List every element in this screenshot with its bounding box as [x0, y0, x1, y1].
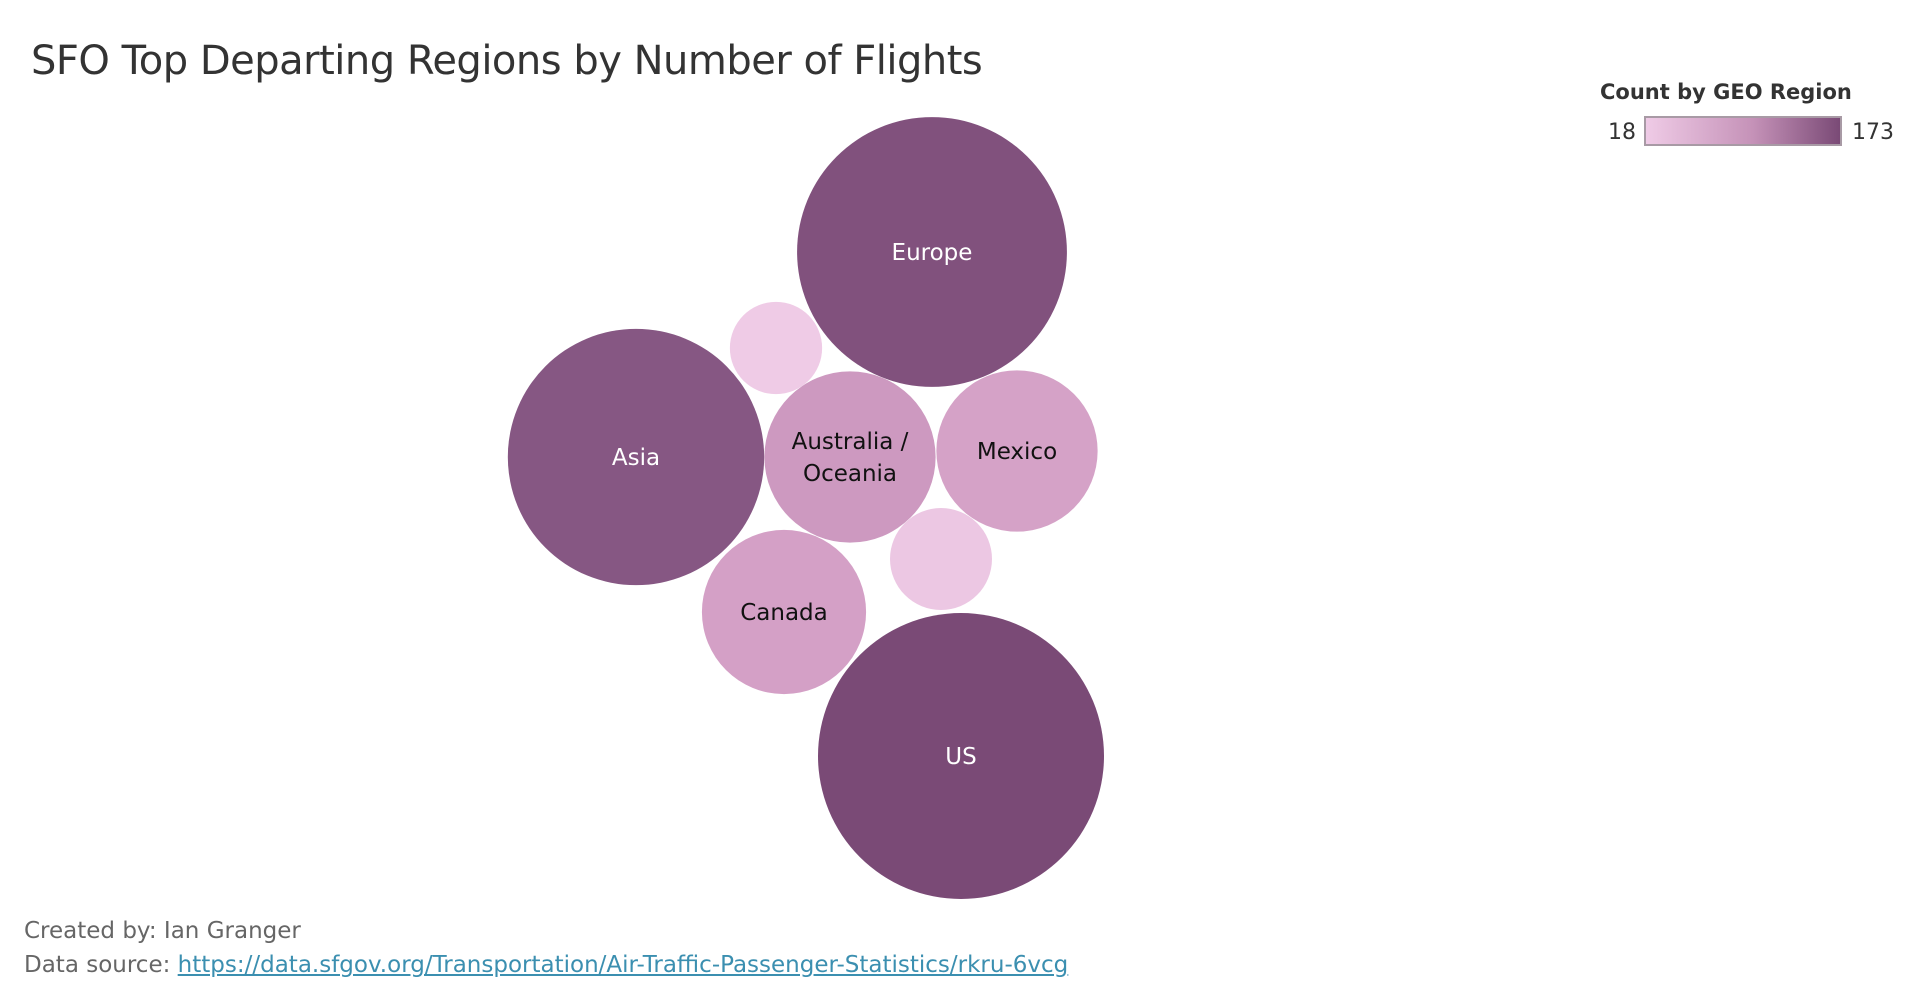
legend-max-label: 173: [1852, 120, 1894, 145]
bubble-unlabeled-7[interactable]: [890, 508, 992, 610]
bubble-europe[interactable]: [797, 117, 1067, 387]
bubble-us[interactable]: [818, 613, 1104, 899]
created-by-text: Created by: Ian Granger: [24, 918, 301, 944]
bubble-label-asia: Asia: [612, 445, 660, 471]
data-source-link[interactable]: https://data.sfgov.org/Transportation/Ai…: [177, 952, 1069, 978]
bubble-unlabeled-6[interactable]: [729, 301, 823, 395]
legend-title: Count by GEO Region: [1600, 80, 1852, 104]
bubble-label-us: US: [945, 744, 976, 770]
data-source-line: Data source: https://data.sfgov.org/Tran…: [24, 952, 1068, 978]
legend-gradient-bar: [1644, 116, 1842, 146]
chart-title: SFO Top Departing Regions by Number of F…: [31, 38, 983, 84]
legend-min-label: 18: [1608, 120, 1636, 145]
data-source-prefix: Data source:: [24, 952, 178, 978]
bubble-canada[interactable]: [701, 529, 867, 695]
bubble-australia-oceania[interactable]: [764, 371, 936, 543]
bubble-mexico[interactable]: [936, 370, 1098, 532]
bubble-asia[interactable]: [507, 328, 765, 586]
bubble-label-australia-oceania: Australia / Oceania: [792, 429, 909, 487]
bubble-label-mexico: Mexico: [977, 439, 1057, 465]
bubble-label-canada: Canada: [740, 600, 828, 626]
color-legend: Count by GEO Region 18 173: [1600, 80, 1900, 150]
bubble-label-europe: Europe: [892, 240, 973, 266]
